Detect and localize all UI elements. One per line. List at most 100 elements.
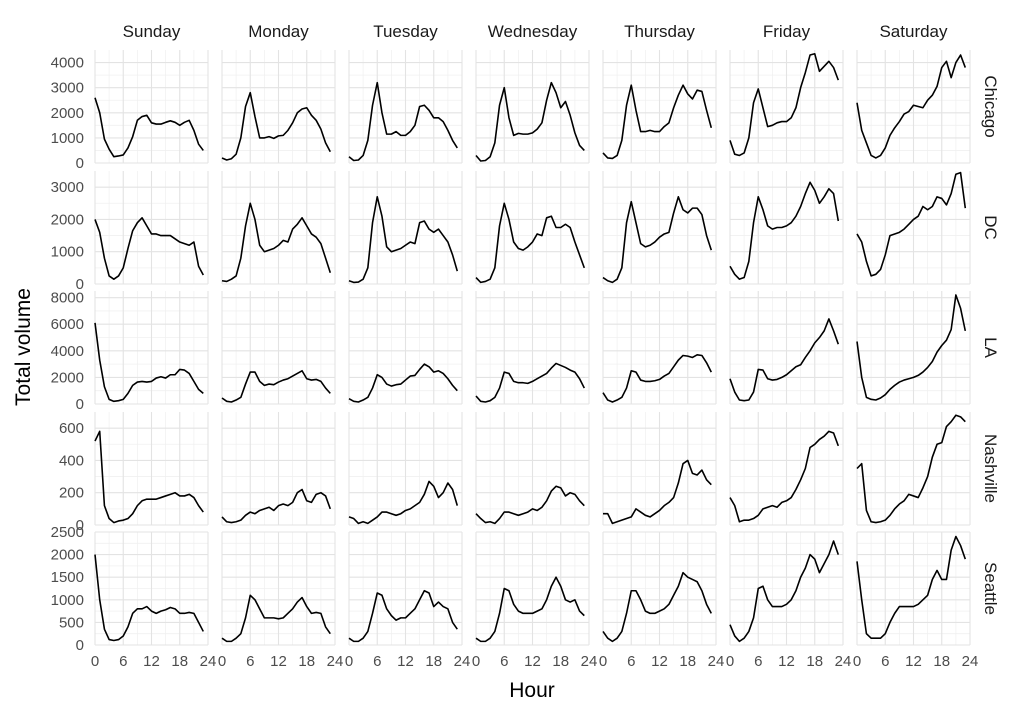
panels-group — [94, 50, 971, 646]
series-line-chicago-tuesday — [348, 81, 458, 162]
y-tick-label: 8000 — [51, 290, 84, 307]
series-line-dc-saturday — [856, 171, 967, 277]
y-tick-label: 1000 — [51, 130, 84, 147]
x-tick-label: 18 — [679, 653, 696, 670]
series-line-seattle-wednesday — [475, 576, 585, 643]
series-line-nashville-saturday — [856, 414, 966, 524]
panel-nashville-tuesday — [348, 412, 463, 526]
y-tick-label: 2000 — [51, 105, 84, 122]
x-tick-label: 0 — [853, 653, 861, 670]
y-tick-label: 3000 — [51, 80, 84, 97]
x-tick-label: 0 — [726, 653, 734, 670]
series-line-nashville-tuesday — [348, 480, 459, 525]
y-tick-label: 1500 — [51, 569, 84, 586]
panel-nashville-sunday — [94, 412, 209, 526]
panel-nashville-wednesday — [475, 412, 590, 526]
x-axis-title: Hour — [509, 679, 555, 702]
series-line-la-tuesday — [348, 363, 458, 403]
y-tick-label: 0 — [76, 396, 84, 413]
x-tick-label: 18 — [171, 653, 188, 670]
panel-nashville-friday — [729, 412, 844, 526]
panel-chicago-monday — [221, 50, 336, 164]
y-axis-tick-labels: 0100020003000400001000200030000200040006… — [51, 55, 84, 654]
column-strip-labels: Sunday Monday Tuesday Wednesday Thursday Frid… — [123, 22, 948, 41]
series-line-chicago-sunday — [94, 97, 204, 158]
panel-seattle-tuesday — [348, 531, 463, 646]
row-strip-dc: DC — [981, 215, 1000, 240]
y-tick-label: 2000 — [51, 547, 84, 564]
panel-chicago-wednesday — [475, 50, 590, 164]
panel-dc-sunday — [94, 171, 209, 285]
x-tick-label: 0 — [599, 653, 607, 670]
row-strip-seattle: Seattle — [981, 562, 1000, 615]
column-strip-monday: Monday — [248, 22, 309, 41]
series-line-chicago-thursday — [602, 84, 713, 160]
series-line-la-monday — [221, 369, 331, 403]
panel-dc-thursday — [602, 171, 717, 285]
x-tick-label: 12 — [524, 653, 541, 670]
y-tick-label: 2000 — [51, 369, 84, 386]
series-line-dc-thursday — [602, 196, 713, 284]
x-tick-label: 12 — [270, 653, 287, 670]
x-tick-label: 12 — [143, 653, 160, 670]
column-strip-saturday: Saturday — [879, 22, 948, 41]
x-tick-label: 18 — [425, 653, 442, 670]
series-line-nashville-friday — [729, 430, 840, 523]
panel-la-tuesday — [348, 291, 463, 405]
column-strip-sunday: Sunday — [123, 22, 181, 41]
series-line-nashville-wednesday — [475, 485, 585, 525]
panel-dc-wednesday — [475, 171, 590, 285]
x-tick-label: 24 — [454, 653, 471, 670]
y-tick-label: 600 — [59, 420, 84, 437]
x-tick-label: 6 — [119, 653, 127, 670]
x-tick-label: 24 — [962, 653, 979, 670]
panel-dc-saturday — [856, 171, 971, 285]
panel-chicago-saturday — [856, 50, 971, 164]
y-tick-label: 6000 — [51, 316, 84, 333]
x-tick-label: 0 — [218, 653, 226, 670]
panel-la-sunday — [94, 291, 209, 405]
y-tick-label: 0 — [76, 276, 84, 293]
series-line-dc-sunday — [94, 217, 204, 280]
y-tick-label: 2500 — [51, 524, 84, 541]
panel-seattle-monday — [221, 531, 336, 646]
series-line-nashville-monday — [221, 488, 332, 524]
y-tick-label: 3000 — [51, 179, 84, 196]
panel-la-monday — [221, 291, 336, 405]
series-line-chicago-saturday — [856, 54, 967, 159]
series-line-la-saturday — [856, 294, 967, 401]
series-line-la-wednesday — [475, 362, 586, 403]
panel-seattle-saturday — [856, 531, 971, 646]
x-tick-label: 24 — [581, 653, 598, 670]
series-line-nashville-thursday — [603, 459, 712, 525]
x-tick-label: 24 — [835, 653, 852, 670]
series-line-seattle-saturday — [856, 535, 967, 640]
x-tick-label: 0 — [472, 653, 480, 670]
series-line-la-friday — [729, 318, 840, 402]
panel-seattle-thursday — [602, 531, 717, 646]
panel-la-saturday — [856, 291, 971, 405]
row-strip-labels: Chicago DC LA Nashville Seattle — [981, 75, 1000, 615]
y-tick-label: 0 — [76, 155, 84, 172]
x-tick-label: 6 — [627, 653, 635, 670]
y-tick-label: 0 — [76, 637, 84, 654]
column-strip-friday: Friday — [763, 22, 811, 41]
panel-chicago-thursday — [602, 50, 717, 164]
panel-seattle-wednesday — [475, 531, 590, 646]
panel-dc-monday — [221, 171, 336, 285]
series-line-seattle-sunday — [94, 554, 204, 642]
x-tick-label: 24 — [200, 653, 217, 670]
x-tick-label: 0 — [91, 653, 99, 670]
x-tick-label: 6 — [500, 653, 508, 670]
row-strip-nashville: Nashville — [981, 434, 1000, 503]
x-tick-label: 18 — [806, 653, 823, 670]
y-tick-label: 200 — [59, 485, 84, 502]
series-line-seattle-thursday — [602, 571, 712, 643]
y-tick-label: 0 — [76, 517, 84, 534]
x-tick-label: 6 — [373, 653, 381, 670]
y-tick-label: 2000 — [51, 211, 84, 228]
x-tick-label: 12 — [778, 653, 795, 670]
x-tick-label: 12 — [905, 653, 922, 670]
x-tick-label: 24 — [327, 653, 344, 670]
